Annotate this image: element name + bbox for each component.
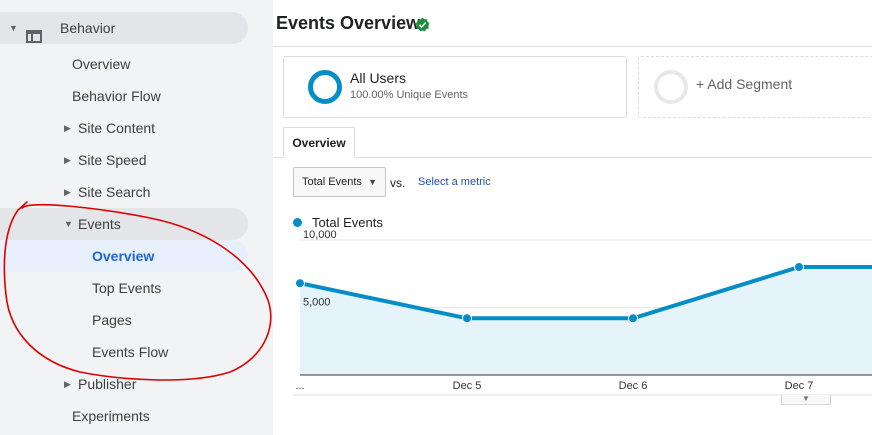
sidebar-item-label: Behavior: [60, 20, 116, 36]
sidebar-item-events[interactable]: ▼ Events: [0, 208, 248, 240]
verified-badge-icon: [415, 17, 430, 32]
caret-right-icon: ▶: [64, 123, 71, 133]
x-tick-label: ...: [295, 380, 304, 392]
sidebar-item-label: Publisher: [78, 376, 137, 392]
sidebar-item-label: Top Events: [92, 280, 162, 296]
sidebar-item-publisher[interactable]: ▶ Publisher: [64, 368, 136, 400]
sidebar-item-label: Events Flow: [92, 344, 169, 360]
tab-divider: [273, 157, 872, 158]
data-point: [794, 262, 804, 272]
events-chart: 10,000 5,000... Dec 5 Dec 6 Dec 7: [293, 230, 872, 396]
caret-right-icon: ▶: [64, 379, 71, 389]
tab-overview[interactable]: Overview: [283, 127, 355, 158]
sidebar-item-label: Behavior Flow: [72, 88, 161, 104]
add-segment-label: + Add Segment: [696, 76, 793, 92]
sidebar-item-pages[interactable]: Pages: [92, 304, 132, 336]
x-tick-label: Dec 6: [619, 380, 648, 392]
sidebar: ▼ Behavior Overview Behavior Flow ▶ Site…: [0, 0, 273, 435]
segment-ring-icon: [308, 70, 342, 104]
metric-select-value: Total Events: [302, 176, 362, 188]
x-tick-label: Dec 5: [453, 380, 482, 392]
sidebar-item-experiments[interactable]: Experiments: [72, 400, 150, 432]
legend-marker: [293, 218, 302, 227]
sidebar-item-label: Pages: [92, 312, 132, 328]
sidebar-item-events-overview[interactable]: Overview: [0, 240, 248, 272]
sidebar-item-events-flow[interactable]: Events Flow: [92, 336, 168, 368]
caret-down-icon: ▼: [64, 219, 73, 229]
caret-down-icon: ▼: [9, 23, 18, 33]
sidebar-item-behavior[interactable]: ▼ Behavior: [0, 12, 248, 44]
header-divider: [273, 46, 872, 47]
sidebar-item-overview[interactable]: Overview: [72, 48, 130, 80]
sidebar-item-label: Site Search: [78, 184, 151, 200]
main-content: Events Overview All Users 100.00% Unique…: [273, 0, 872, 435]
y-tick-label: 5,000: [303, 297, 331, 309]
segment-description: 100.00% Unique Events: [350, 89, 469, 101]
vs-label: vs.: [390, 176, 406, 190]
segment-all-users[interactable]: All Users 100.00% Unique Events: [283, 56, 627, 118]
page-title: Events Overview: [276, 13, 421, 33]
chart-resize-handle[interactable]: ▼: [781, 395, 831, 405]
caret-right-icon: ▶: [64, 187, 71, 197]
dropdown-arrow-icon: ▼: [368, 177, 377, 187]
segment-name: All Users: [350, 70, 407, 86]
sidebar-item-site-speed[interactable]: ▶ Site Speed: [64, 144, 147, 176]
legend-label: Total Events: [312, 215, 383, 230]
sidebar-item-label: Events: [78, 216, 121, 232]
behavior-icon: [26, 22, 42, 43]
sidebar-item-label: Overview: [92, 248, 155, 264]
sidebar-item-label: Experiments: [72, 408, 150, 424]
caret-right-icon: ▶: [64, 155, 71, 165]
sidebar-item-label: Site Content: [78, 120, 156, 136]
sidebar-item-behavior-flow[interactable]: Behavior Flow: [72, 80, 161, 112]
x-tick-label: Dec 7: [785, 380, 814, 392]
sidebar-item-label: Site Speed: [78, 152, 147, 168]
sidebar-item-label: Overview: [72, 56, 131, 72]
sidebar-item-site-search[interactable]: ▶ Site Search: [64, 176, 150, 208]
select-metric-link[interactable]: Select a metric: [418, 176, 491, 188]
segment-ring-placeholder-icon: [654, 70, 688, 104]
data-point: [295, 278, 305, 289]
y-tick-label: 10,000: [303, 230, 337, 241]
sidebar-item-top-events[interactable]: Top Events: [92, 272, 161, 304]
data-point: [462, 313, 472, 324]
data-point: [628, 313, 638, 324]
add-segment-button[interactable]: + Add Segment: [638, 56, 872, 118]
metric-select[interactable]: Total Events ▼: [293, 167, 386, 197]
sidebar-item-site-content[interactable]: ▶ Site Content: [64, 112, 155, 144]
series-area: [300, 267, 872, 375]
